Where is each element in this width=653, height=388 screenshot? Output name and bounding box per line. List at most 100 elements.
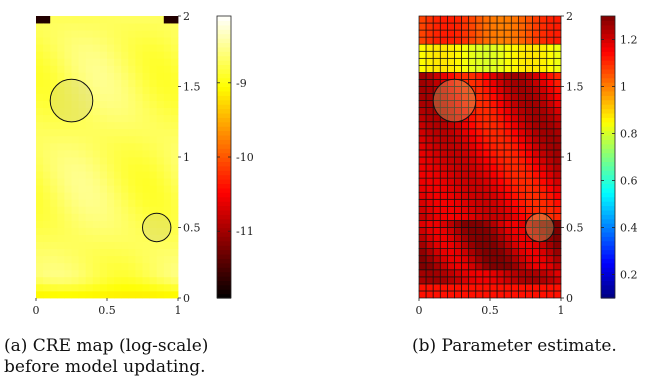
heatmap-cell	[425, 213, 434, 221]
heatmap-cell	[525, 142, 533, 151]
heatmap-cell	[496, 170, 505, 179]
heatmap-cell	[43, 107, 51, 116]
damage-region-circle	[142, 212, 172, 243]
heatmap-cell	[78, 220, 87, 228]
heatmap-cell	[92, 262, 101, 271]
heatmap-cell	[546, 163, 555, 172]
heatmap-cell	[475, 50, 484, 59]
heatmap-cell	[121, 206, 129, 214]
heatmap-cell	[489, 276, 498, 285]
heatmap-cell	[99, 234, 108, 242]
heatmap-cell	[553, 283, 562, 292]
colorbar-segment	[601, 68, 615, 74]
heatmap-cell	[518, 121, 526, 130]
heatmap-cell	[546, 128, 555, 137]
colorbar-segment	[601, 33, 615, 39]
colorbar-segment	[217, 99, 231, 105]
heatmap-cell	[50, 142, 58, 151]
heatmap-cell	[121, 128, 129, 137]
heatmap-cell	[114, 220, 122, 228]
heatmap-cell	[114, 234, 122, 242]
heatmap-cell	[447, 128, 455, 137]
heatmap-cell	[418, 43, 427, 52]
heatmap-cell	[107, 16, 115, 24]
heatmap-cell	[50, 51, 58, 59]
heatmap-cell	[149, 164, 158, 172]
heatmap-cell	[432, 177, 441, 186]
heatmap-cell	[92, 51, 101, 59]
heatmap-cell	[156, 185, 165, 193]
heatmap-cell	[99, 142, 108, 151]
heatmap-cell	[85, 276, 94, 285]
heatmap-cell	[114, 255, 122, 264]
heatmap-cell	[107, 107, 115, 116]
heatmap-cell	[36, 290, 44, 299]
heatmap-cell	[107, 248, 115, 257]
heatmap-cell	[461, 170, 470, 179]
heatmap-cell	[518, 114, 526, 123]
heatmap-cell	[553, 149, 562, 158]
heatmap-cell	[496, 50, 505, 59]
heatmap-cell	[439, 255, 448, 264]
heatmap-cell	[71, 157, 79, 165]
heatmap-cell	[78, 206, 87, 214]
heatmap-cell	[418, 241, 427, 250]
heatmap-cell	[135, 157, 143, 165]
heatmap-cell	[121, 283, 129, 292]
heatmap-cell	[439, 184, 448, 193]
heatmap-cell	[50, 185, 58, 193]
heatmap-cell	[50, 234, 58, 242]
heatmap-cell	[71, 100, 79, 109]
heatmap-cell	[57, 65, 65, 73]
heatmap-cell	[128, 234, 136, 242]
heatmap-cell	[64, 107, 72, 116]
heatmap-cell	[142, 30, 150, 38]
heatmap-cell	[43, 234, 51, 242]
colorbar-segment	[217, 209, 231, 215]
heatmap-cell	[57, 23, 65, 31]
heatmap-cell	[454, 241, 462, 250]
heatmap-cell	[78, 269, 87, 278]
heatmap-cell	[553, 79, 562, 87]
colorbar-tick-label: 0.6	[620, 175, 638, 188]
heatmap-cell	[518, 283, 526, 292]
heatmap-cell	[546, 198, 555, 207]
heatmap-cell	[78, 65, 87, 73]
heatmap-cell	[553, 15, 562, 24]
heatmap-cell	[50, 290, 58, 299]
heatmap-cell	[432, 241, 441, 250]
heatmap-cell	[78, 51, 87, 59]
heatmap-cell	[518, 93, 526, 101]
heatmap-cell	[78, 142, 87, 151]
heatmap-cell	[99, 185, 108, 193]
heatmap-cell	[43, 192, 51, 200]
heatmap-cell	[418, 22, 427, 31]
heatmap-cell	[36, 86, 44, 94]
heatmap-cell	[43, 44, 51, 52]
heatmap-cell	[482, 22, 491, 31]
heatmap-cell	[57, 157, 65, 165]
heatmap-cell	[57, 283, 65, 292]
heatmap-cell	[64, 65, 72, 73]
colorbar-segment	[217, 223, 231, 229]
heatmap-cell	[149, 213, 158, 221]
heatmap-cell	[518, 248, 526, 257]
heatmap-cell	[447, 163, 455, 172]
heatmap-cell	[71, 164, 79, 172]
heatmap-cell	[418, 57, 427, 66]
heatmap-cell	[553, 128, 562, 137]
heatmap-cell	[482, 227, 491, 235]
heatmap-cell	[510, 79, 519, 87]
heatmap-cell	[128, 23, 136, 31]
heatmap-cell	[489, 121, 498, 130]
heatmap-cell	[107, 23, 115, 31]
heatmap-cell	[482, 79, 491, 87]
heatmap-cell	[142, 149, 150, 158]
heatmap-cell	[503, 149, 512, 158]
heatmap-cell	[163, 135, 172, 144]
heatmap-cell	[432, 198, 441, 207]
heatmap-cell	[43, 37, 51, 45]
heatmap-cell	[170, 121, 179, 130]
heatmap-cell	[135, 234, 143, 242]
heatmap-cell	[128, 16, 136, 24]
